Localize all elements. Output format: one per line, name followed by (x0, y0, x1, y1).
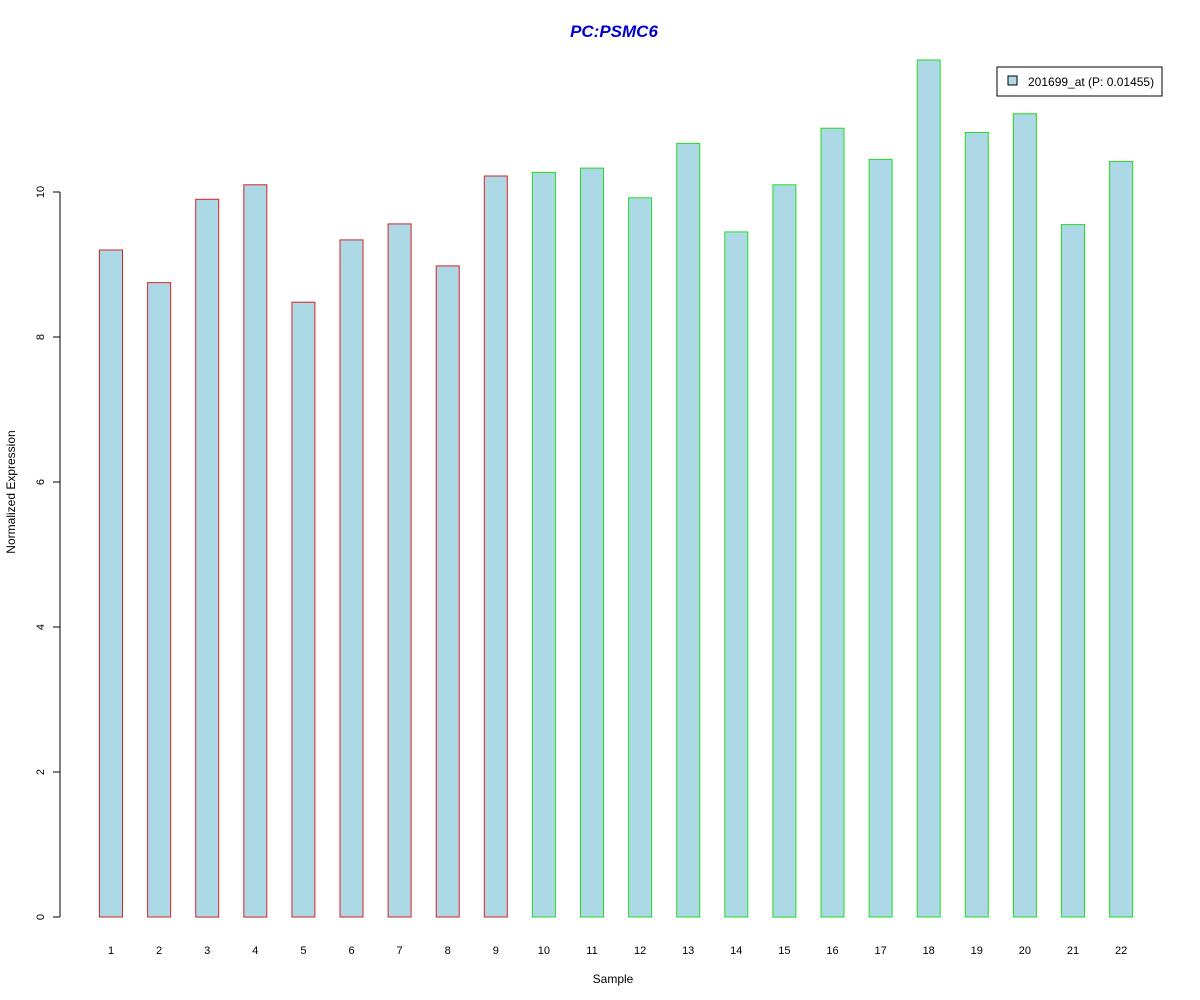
legend-entry: 201699_at (P: 0.01455) (1028, 75, 1154, 89)
x-tick-label: 2 (156, 945, 162, 957)
bar-sample-20 (1012, 113, 1037, 918)
bar-sample-5 (291, 301, 316, 918)
bar-sample-3 (195, 198, 220, 918)
x-tick-label: 9 (493, 945, 499, 957)
bar-sample-15 (772, 184, 797, 918)
bar-sample-13 (676, 142, 701, 918)
y-tick-label: 6 (35, 479, 47, 485)
bar-sample-17 (868, 158, 893, 918)
x-tick-label: 22 (1115, 945, 1127, 957)
bar-sample-12 (628, 197, 653, 918)
bar-sample-16 (820, 127, 845, 918)
x-axis-label: Sample (593, 972, 634, 986)
chart-title: PC:PSMC6 (570, 22, 658, 41)
bar-sample-14 (724, 231, 749, 918)
x-tick-label: 1 (108, 945, 114, 957)
y-tick-label: 0 (35, 914, 47, 920)
bar-sample-11 (580, 167, 604, 918)
bar-sample-2 (147, 282, 172, 918)
x-tick-label: 6 (348, 945, 354, 957)
y-axis: 0 2 4 6 8 10 (35, 186, 61, 920)
bar-sample-9 (483, 175, 508, 918)
x-tick-label: 3 (204, 945, 210, 957)
y-tick-label: 8 (35, 334, 47, 340)
bar-sample-10 (531, 171, 556, 918)
x-tick-label: 14 (730, 945, 742, 957)
x-tick-label: 4 (252, 945, 258, 957)
x-tick-label: 19 (971, 945, 983, 957)
x-tick-label: 18 (923, 945, 935, 957)
y-axis-label: Normalized Expression (4, 430, 18, 553)
bars (99, 59, 1134, 918)
x-tick-label: 21 (1067, 945, 1079, 957)
bar-sample-22 (1109, 161, 1134, 918)
bar-sample-8 (435, 265, 460, 918)
y-tick-label: 4 (35, 624, 47, 630)
legend-box (996, 66, 1163, 97)
x-tick-label: 20 (1019, 945, 1031, 957)
y-tick-label: 2 (35, 769, 47, 775)
x-tick-label: 5 (300, 945, 306, 957)
y-tick-label: 10 (35, 186, 47, 198)
x-tick-label: 8 (445, 945, 451, 957)
bar-sample-6 (339, 239, 364, 918)
bar-sample-1 (99, 249, 123, 918)
x-axis-ticks: 1 2 3 4 5 6 7 8 9 10 11 12 13 14 15 16 17 18 19 20 21 22 (108, 945, 1127, 957)
x-tick-label: 11 (586, 945, 597, 957)
bar-sample-7 (387, 223, 412, 918)
x-tick-label: 15 (778, 945, 790, 957)
legend: 201699_at (P: 0.01455) (996, 66, 1163, 97)
x-tick-label: 17 (874, 945, 886, 957)
x-tick-label: 13 (682, 945, 694, 957)
x-tick-label: 10 (538, 945, 550, 957)
bar-sample-18 (916, 59, 941, 918)
x-tick-label: 7 (397, 945, 403, 957)
legend-swatch (1007, 75, 1018, 86)
bar-sample-21 (1061, 224, 1085, 918)
x-tick-label: 12 (634, 945, 646, 957)
x-tick-label: 16 (826, 945, 838, 957)
bar-sample-19 (964, 132, 989, 918)
bar-sample-4 (243, 184, 268, 918)
